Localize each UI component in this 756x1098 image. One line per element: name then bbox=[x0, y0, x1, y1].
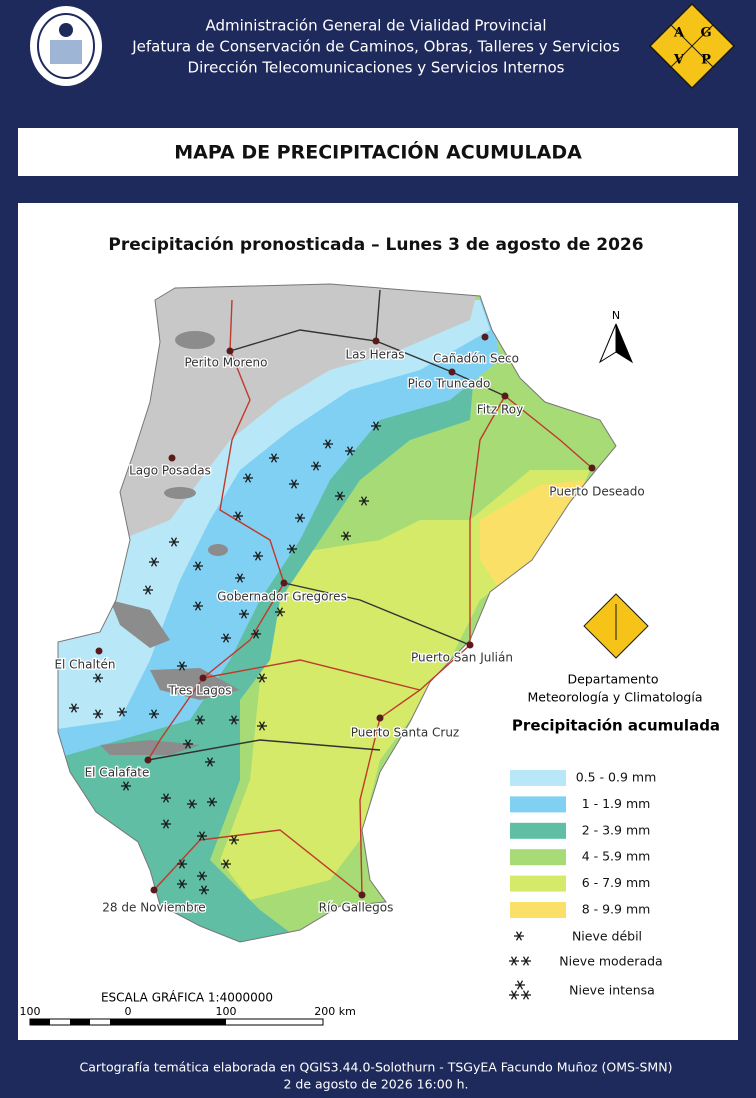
footer-line: Cartografía temática elaborada en QGIS3.… bbox=[80, 1060, 673, 1075]
legend: Precipitación acumulada 0.5 - 0.9 mm 1 - … bbox=[508, 717, 720, 1000]
zone bbox=[480, 480, 585, 590]
header: Administración General de Vialidad Provi… bbox=[30, 2, 736, 90]
scale-title: ESCALA GRÁFICA 1:4000000 bbox=[101, 990, 273, 1005]
place-label: Tres Lagos bbox=[168, 684, 232, 698]
legend-swatch bbox=[510, 770, 566, 786]
north-arrow: N bbox=[598, 309, 634, 364]
logo-letter: A bbox=[673, 26, 685, 41]
place-label: El Chaltén bbox=[54, 658, 115, 672]
legend-label: 6 - 7.9 mm bbox=[582, 875, 651, 890]
legend-swatch bbox=[510, 902, 566, 918]
legend-label: 2 - 3.9 mm bbox=[582, 822, 651, 837]
place-label: 28 de Noviembre bbox=[102, 901, 205, 915]
legend-label: Nieve moderada bbox=[559, 954, 662, 969]
logo-letter: V bbox=[673, 53, 685, 68]
place-label: El Calafate bbox=[85, 766, 150, 780]
legend-label: Nieve intensa bbox=[569, 983, 655, 998]
legend-swatch bbox=[510, 849, 566, 866]
department-line: Departamento bbox=[568, 672, 659, 687]
legend-swatch bbox=[510, 822, 566, 839]
place-label: Las Heras bbox=[345, 348, 404, 362]
legend-title: Precipitación acumulada bbox=[512, 717, 720, 735]
place-dots bbox=[95, 333, 596, 899]
legend-label: 0.5 - 0.9 mm bbox=[576, 770, 657, 785]
legend-label: 4 - 5.9 mm bbox=[582, 849, 651, 864]
legend-swatch bbox=[510, 796, 566, 813]
legend-label: Nieve débil bbox=[572, 929, 642, 944]
place-label: Fitz Roy bbox=[477, 403, 523, 417]
legend-label: 8 - 9.9 mm bbox=[582, 902, 651, 917]
place-label: Lago Posadas bbox=[129, 464, 211, 478]
logo-letter: P bbox=[701, 53, 711, 68]
place-label: Perito Moreno bbox=[184, 356, 267, 370]
place-label: Puerto San Julián bbox=[411, 651, 513, 665]
header-line: Jefatura de Conservación de Caminos, Obr… bbox=[131, 38, 620, 56]
place-label: Puerto Santa Cruz bbox=[351, 726, 459, 740]
place-label: Puerto Deseado bbox=[549, 485, 644, 499]
lakes bbox=[100, 331, 240, 755]
department-line: Meteorología y Climatología bbox=[527, 690, 702, 705]
department-logo bbox=[583, 593, 649, 659]
legend-swatch bbox=[510, 875, 566, 892]
place-label: Río Gallegos bbox=[319, 901, 394, 915]
header-line: Administración General de Vialidad Provi… bbox=[205, 17, 546, 35]
logo-letter: G bbox=[700, 26, 711, 41]
scale-label: 200 km bbox=[314, 1005, 356, 1018]
scale-label: 100 bbox=[216, 1005, 237, 1018]
legend-label: 1 - 1.9 mm bbox=[582, 796, 651, 811]
province-outline bbox=[57, 283, 617, 943]
emblem-logo bbox=[30, 6, 102, 86]
place-label: Cañadón Seco bbox=[433, 352, 519, 366]
north-label: N bbox=[612, 309, 620, 322]
page-title: MAPA DE PRECIPITACIÓN ACUMULADA bbox=[174, 140, 582, 164]
map-subtitle: Precipitación pronosticada – Lunes 3 de … bbox=[108, 235, 643, 255]
footer-line: 2 de agosto de 2026 16:00 h. bbox=[283, 1077, 468, 1092]
scale-label: 0 bbox=[125, 1005, 132, 1018]
header-line: Dirección Telecomunicaciones y Servicios… bbox=[188, 59, 565, 77]
title-box bbox=[18, 128, 738, 176]
place-label: Pico Truncado bbox=[408, 377, 491, 391]
scale-label: 100 bbox=[20, 1005, 41, 1018]
agvp-logo: A G V P bbox=[648, 2, 736, 90]
legend-items: 0.5 - 0.9 mm 1 - 1.9 mm 2 - 3.9 mm 4 - 5.9 … bbox=[510, 770, 657, 918]
place-label: Gobernador Gregores bbox=[217, 590, 347, 604]
scale-bar: ESCALA GRÁFICA 1:4000000 100 0 100 200 k… bbox=[20, 990, 356, 1026]
